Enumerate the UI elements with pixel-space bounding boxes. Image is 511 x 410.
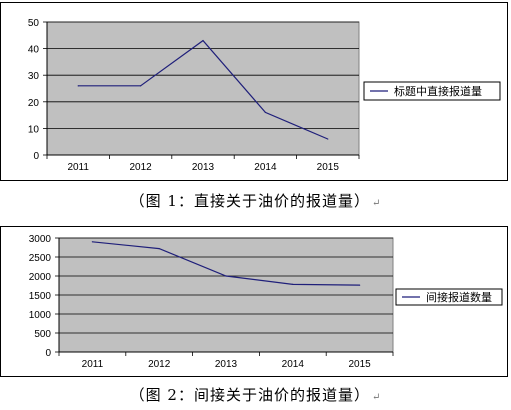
chart-indirect-reports: 0 500 1000 1500 2000 2500 3000 2011 2012 2013 2014… [0, 226, 508, 377]
legend: 间接报道数量 [395, 288, 503, 306]
legend: 标题中直接报道量 [363, 81, 501, 101]
y-tick-label-4: 40 [28, 45, 40, 56]
x-tick-label-2: 2013 [192, 162, 215, 173]
y-tick-label-4: 2000 [29, 272, 52, 283]
y-tick-label-3: 1500 [29, 291, 52, 302]
plot-area [46, 21, 360, 156]
y-tick-label-2: 1000 [29, 310, 52, 321]
data-point-0-4 [359, 284, 361, 286]
line-chart-2: 0 500 1000 1500 2000 2500 3000 2011 2012 2013 2014… [29, 234, 503, 370]
x-tick-label-2: 2013 [215, 359, 238, 370]
data-point-0-4 [327, 138, 329, 140]
legend-label: 标题中直接报道量 [394, 84, 482, 98]
x-tick-label-1: 2012 [129, 162, 152, 173]
data-point-0-2 [225, 275, 227, 277]
caption-figure-1: （图 1：直接关于油价的报道量） ↵ [0, 190, 511, 211]
x-tick-label-3: 2014 [282, 359, 305, 370]
x-tick-label-0: 2011 [82, 359, 104, 370]
data-point-0-0 [91, 241, 93, 243]
caption-2-text: （图 2：间接关于油价的报道量） [129, 386, 370, 404]
data-point-0-3 [264, 111, 266, 114]
data-point-0-2 [202, 40, 204, 42]
x-tick-label-4: 2015 [348, 359, 371, 370]
data-point-0-1 [158, 248, 160, 250]
x-tick-label-4: 2015 [317, 162, 340, 173]
y-tick-label-3: 30 [28, 71, 40, 82]
legend-box [363, 81, 501, 101]
return-mark-icon: ↵ [371, 198, 382, 209]
return-mark-icon: ↵ [371, 392, 382, 403]
y-tick-label-5: 2500 [29, 253, 52, 264]
data-point-0-1 [140, 85, 142, 87]
y-tick-label-1: 10 [28, 124, 40, 135]
legend-box [395, 288, 503, 306]
y-tick-label-0: 0 [33, 151, 39, 162]
y-tick-label-1: 500 [34, 329, 51, 340]
caption-figure-2: （图 2：间接关于油价的报道量） ↵ [0, 384, 511, 405]
caption-1-text: （图 1：直接关于油价的报道量） [129, 192, 370, 210]
chart-direct-reports: 0 10 20 30 40 50 2011 2012 2013 2014 2015 标题中直接报道量 [0, 2, 508, 181]
y-tick-label-2: 20 [28, 98, 40, 109]
x-tick-label-0: 2011 [67, 162, 89, 173]
x-tick-label-1: 2012 [148, 359, 171, 370]
data-point-0-0 [77, 85, 79, 87]
line-chart-1: 0 10 20 30 40 50 2011 2012 2013 2014 2015 标题中直接报道量 [28, 18, 501, 173]
x-tick-label-3: 2014 [254, 162, 277, 173]
data-point-0-3 [292, 283, 294, 285]
y-tick-label-0: 0 [45, 348, 51, 359]
legend-label: 间接报道数量 [426, 290, 492, 304]
y-tick-label-6: 3000 [29, 234, 52, 245]
y-tick-label-5: 50 [28, 18, 40, 29]
